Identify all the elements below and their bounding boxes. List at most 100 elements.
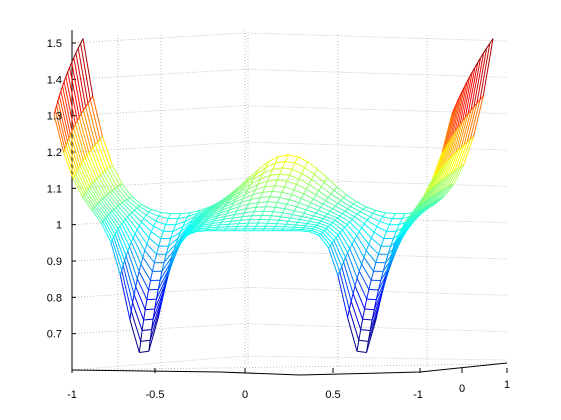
mesh-segment xyxy=(161,257,173,272)
grid-line xyxy=(71,286,508,298)
mesh-segment xyxy=(219,209,230,214)
mesh-segment xyxy=(265,161,269,168)
mesh-segment xyxy=(243,208,247,214)
mesh-segment xyxy=(350,206,361,213)
mesh-segment xyxy=(415,206,419,210)
mesh-segment xyxy=(332,219,336,223)
mesh-segment xyxy=(204,208,208,213)
mesh-segment xyxy=(466,103,478,143)
mesh-segment xyxy=(430,194,434,198)
mesh-segment xyxy=(431,200,436,204)
mesh-segment xyxy=(130,302,134,312)
mesh-segment xyxy=(314,226,325,231)
mesh-segment xyxy=(307,220,310,224)
mesh-segment xyxy=(316,168,328,179)
mesh-segment xyxy=(280,216,291,219)
mesh-segment xyxy=(216,203,227,210)
mesh-segment xyxy=(350,293,354,302)
mesh-segment xyxy=(386,224,390,232)
mesh-segment xyxy=(442,154,454,180)
mesh-segment xyxy=(119,270,123,276)
grid-line xyxy=(71,363,502,371)
mesh-segment xyxy=(289,199,300,204)
mesh-segment xyxy=(98,201,110,215)
mesh-segment xyxy=(436,145,447,174)
mesh-segment xyxy=(411,214,415,217)
mesh-segment xyxy=(366,298,377,301)
mesh-segment xyxy=(112,188,116,191)
mesh-segment xyxy=(434,196,445,205)
mesh-segment xyxy=(362,206,367,210)
mesh-segment xyxy=(129,246,140,272)
mesh-segment xyxy=(356,231,360,236)
mesh-segment xyxy=(128,197,140,207)
grid xyxy=(71,30,508,371)
mesh-segment xyxy=(444,170,455,189)
mesh-segment xyxy=(170,231,181,239)
mesh-segment xyxy=(231,202,235,207)
mesh-segment xyxy=(202,223,213,226)
mesh-segment xyxy=(102,172,113,191)
mesh-segment xyxy=(208,226,219,229)
mesh-segment xyxy=(282,208,286,214)
mesh-segment xyxy=(440,138,451,169)
mesh-segment xyxy=(279,167,283,175)
mesh-segment xyxy=(291,194,302,199)
z-tick-label: 1.4 xyxy=(47,74,62,86)
mesh-segment xyxy=(134,233,146,251)
mesh-segment xyxy=(318,209,328,215)
mesh-segment xyxy=(135,278,138,287)
mesh-segment xyxy=(426,203,430,207)
mesh-segment xyxy=(157,280,161,290)
mesh-segment xyxy=(104,168,108,172)
mesh-segment xyxy=(402,228,406,232)
mesh-segment xyxy=(65,71,69,77)
mesh-segment xyxy=(163,254,167,263)
mesh-segment xyxy=(252,191,263,196)
mesh-segment xyxy=(89,95,94,100)
mesh-segment xyxy=(352,285,356,294)
mesh-segment xyxy=(206,227,209,230)
mesh-segment xyxy=(318,233,322,236)
mesh-segment xyxy=(447,184,452,188)
mesh-segment xyxy=(199,227,209,230)
mesh-segment xyxy=(95,203,98,206)
mesh-segment xyxy=(199,206,211,211)
mesh-segment xyxy=(155,215,159,222)
mesh-segment xyxy=(292,214,303,217)
mesh-segment xyxy=(106,168,118,188)
mesh-segment xyxy=(447,168,458,188)
mesh-segment xyxy=(98,200,102,203)
mesh-segment xyxy=(301,167,306,174)
z-tick-label: 1.1 xyxy=(47,183,62,195)
mesh-segment xyxy=(176,245,180,249)
mesh-segment xyxy=(330,224,341,233)
mesh-segment xyxy=(437,180,442,184)
mesh-segment xyxy=(243,178,254,188)
mesh-segment xyxy=(320,206,331,212)
mesh-segment xyxy=(135,286,146,310)
mesh-segment xyxy=(416,214,421,218)
mesh-segment xyxy=(69,62,73,68)
mesh-segment xyxy=(124,260,135,295)
mesh-segment xyxy=(214,206,225,212)
mesh-segment xyxy=(197,208,208,214)
mesh-segment xyxy=(414,216,418,220)
mesh-segment xyxy=(305,225,316,228)
mesh-segment xyxy=(129,310,132,320)
mesh-segment xyxy=(308,183,319,192)
mesh-segment xyxy=(339,215,350,223)
mesh-segment xyxy=(84,157,96,182)
mesh-segment xyxy=(190,224,194,228)
mesh-segment xyxy=(407,217,411,220)
mesh-segment xyxy=(356,340,360,352)
mesh-segment xyxy=(363,250,367,258)
mesh-segment xyxy=(125,216,128,220)
mesh-segment xyxy=(296,183,307,190)
mesh-segment xyxy=(342,226,346,231)
mesh-segment xyxy=(433,165,444,188)
mesh-segment xyxy=(392,231,397,239)
mesh-segment xyxy=(289,169,293,176)
mesh-segment xyxy=(390,238,394,247)
mesh-segment xyxy=(347,317,358,352)
